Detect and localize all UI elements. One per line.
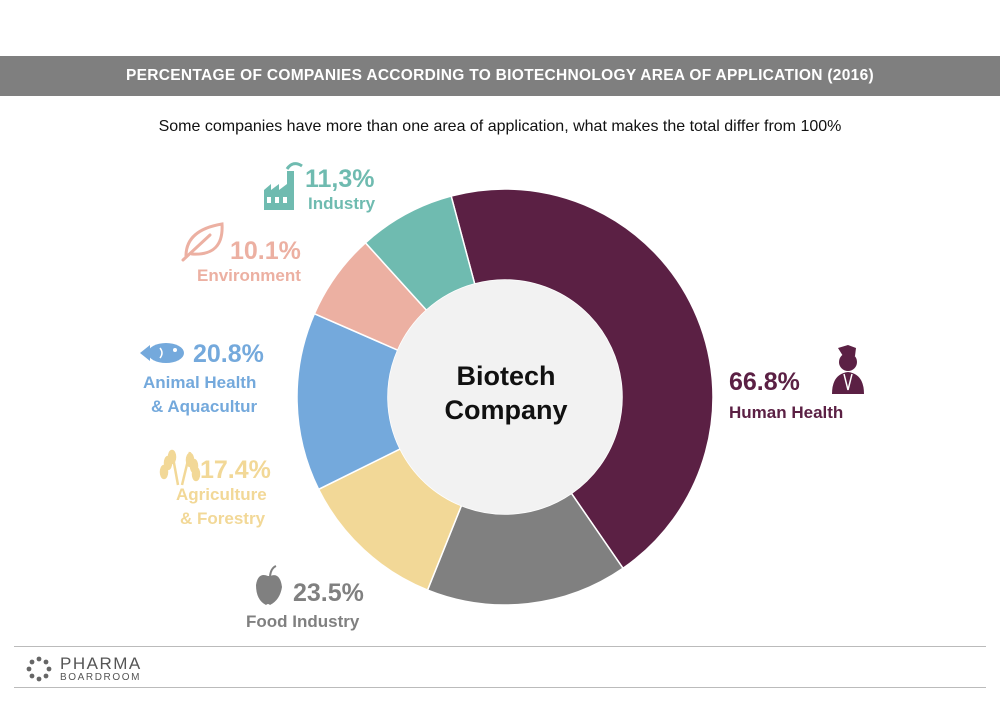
- label-environment-pct: 10.1%: [230, 237, 301, 265]
- label-industry-pct: 11,3%: [305, 165, 375, 193]
- label-industry-name: Industry: [308, 194, 376, 213]
- donut-slices: [296, 188, 714, 606]
- logo-main-text: PHARMA: [60, 654, 142, 673]
- leaf-icon: [181, 222, 224, 262]
- label-food-industry: 23.5% Food Industry: [246, 581, 364, 634]
- center-label-line2: Company: [444, 395, 567, 425]
- pharma-boardroom-logo: PHARMA BOARDROOM: [26, 655, 142, 683]
- label-agriculture: 17.4% Agriculture & Forestry: [176, 458, 271, 531]
- label-environment: 10.1% Environment: [184, 239, 301, 288]
- label-animal-pct: 20.8%: [193, 340, 264, 368]
- label-human-pct: 66.8%: [729, 368, 800, 396]
- label-agriculture-name1: Agriculture: [176, 485, 267, 504]
- label-agriculture-pct: 17.4%: [200, 456, 271, 484]
- label-human-name: Human Health: [729, 403, 844, 422]
- label-animal-name2: & Aquacultur: [151, 396, 258, 416]
- apple-icon: [256, 565, 282, 605]
- label-food-name: Food Industry: [246, 612, 360, 631]
- chart-subtitle: Some companies have more than one area o…: [158, 118, 842, 135]
- label-food-pct: 23.5%: [293, 579, 364, 607]
- factory-icon: [264, 162, 303, 210]
- chart-title-bar: PERCENTAGE OF COMPANIES ACCORDING TO BIO…: [0, 56, 1000, 96]
- donut-hole: [388, 280, 622, 514]
- person-icon: [832, 345, 864, 394]
- label-animal-name1: Animal Health: [143, 373, 257, 392]
- chart-title: PERCENTAGE OF COMPANIES ACCORDING TO BIO…: [126, 67, 874, 84]
- center-label-line1: Biotech: [456, 361, 555, 391]
- label-environment-name: Environment: [196, 266, 301, 285]
- label-human-health: 66.8% Human Health: [729, 370, 843, 425]
- label-industry: 11,3% Industry: [305, 167, 375, 216]
- logo-sub-text: BOARDROOM: [60, 672, 142, 683]
- label-agriculture-name2: & Forestry: [180, 508, 266, 528]
- label-animal-health: 20.8% Animal Health & Aquacultur: [143, 342, 264, 419]
- logo-dots-icon: [26, 656, 52, 682]
- footer-divider-bottom: [14, 687, 986, 688]
- fish-icon: [140, 343, 184, 363]
- footer-divider-top: [14, 646, 986, 647]
- wheat-icon: [159, 449, 201, 486]
